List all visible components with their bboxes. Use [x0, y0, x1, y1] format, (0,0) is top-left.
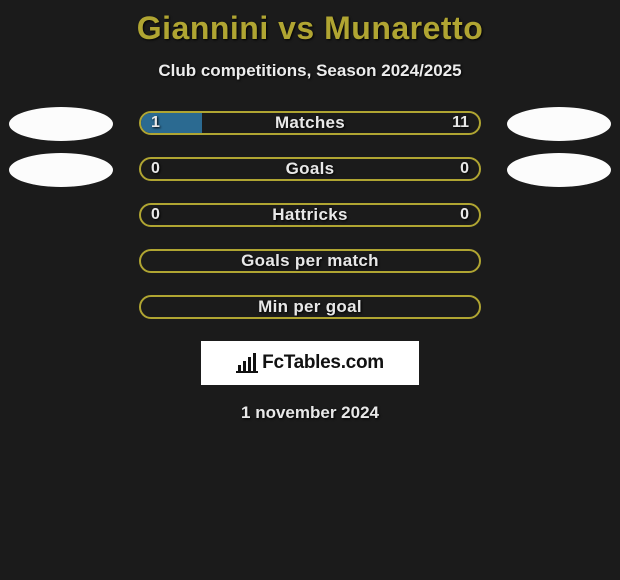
stat-row: Min per goal [0, 295, 620, 321]
stat-value-left: 0 [151, 205, 160, 225]
stat-row: Matches111 [0, 111, 620, 137]
stat-label: Min per goal [141, 297, 479, 317]
stat-value-right: 0 [460, 205, 469, 225]
stat-bar: Min per goal [139, 295, 481, 319]
stat-label: Goals per match [141, 251, 479, 271]
date-text: 1 november 2024 [0, 403, 620, 423]
stats-list: Matches111Goals00Hattricks00Goals per ma… [0, 111, 620, 321]
source-badge-text: FcTables.com [262, 352, 384, 374]
player-avatar-right [507, 153, 611, 187]
stat-bar: Matches111 [139, 111, 481, 135]
player-avatar-left [9, 107, 113, 141]
stat-row: Goals per match [0, 249, 620, 275]
stat-label: Goals [141, 159, 479, 179]
stat-bar: Hattricks0 0 [139, 203, 481, 227]
stat-bar: Goals0 0 [139, 157, 481, 181]
source-badge: FcTables.com [201, 341, 419, 385]
stat-row: Hattricks0 0 [0, 203, 620, 229]
stat-value-left: 0 [151, 159, 160, 179]
page-subtitle: Club competitions, Season 2024/2025 [0, 61, 620, 81]
stat-bar-left-fill [141, 113, 202, 133]
stat-label: Hattricks [141, 205, 479, 225]
bar-chart-icon [236, 353, 258, 373]
stat-row: Goals0 0 [0, 157, 620, 183]
stat-bar: Goals per match [139, 249, 481, 273]
player-avatar-left [9, 153, 113, 187]
stat-value-right: 11 [452, 113, 469, 133]
stat-value-right: 0 [460, 159, 469, 179]
player-avatar-right [507, 107, 611, 141]
page-title: Giannini vs Munaretto [0, 0, 620, 47]
